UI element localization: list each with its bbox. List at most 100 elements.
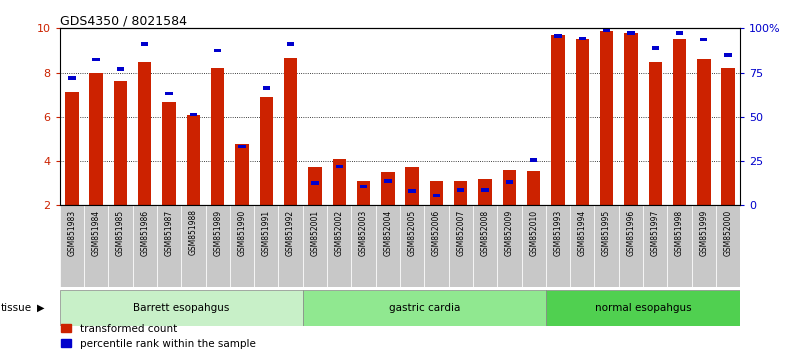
Text: GSM852001: GSM852001 [310, 209, 319, 256]
Text: GSM851993: GSM851993 [553, 209, 563, 256]
Text: GSM851997: GSM851997 [650, 209, 660, 256]
Bar [308, 167, 322, 205]
Bar [302, 290, 546, 326]
Bar [652, 46, 659, 50]
Bar [692, 205, 716, 287]
Bar [84, 205, 108, 287]
Bar [503, 170, 516, 205]
Bar [141, 42, 148, 46]
Text: GSM851984: GSM851984 [92, 209, 100, 256]
Bar [473, 205, 498, 287]
Bar [205, 205, 230, 287]
Bar [189, 113, 197, 116]
Bar [336, 165, 343, 169]
Bar [333, 159, 346, 205]
Text: GSM852006: GSM852006 [432, 209, 441, 256]
Bar [449, 205, 473, 287]
Bar [236, 144, 248, 205]
Bar [673, 39, 686, 205]
Bar [505, 180, 513, 184]
Bar [643, 205, 667, 287]
Bar [263, 86, 270, 90]
Text: tissue: tissue [1, 303, 32, 313]
Bar [405, 167, 419, 205]
Text: GSM852010: GSM852010 [529, 209, 538, 256]
Text: GSM851988: GSM851988 [189, 209, 198, 255]
Bar [570, 205, 595, 287]
Text: GSM852009: GSM852009 [505, 209, 514, 256]
Bar [214, 49, 221, 52]
Text: GSM851991: GSM851991 [262, 209, 271, 256]
Bar [498, 205, 521, 287]
Bar [133, 205, 157, 287]
Text: GSM851989: GSM851989 [213, 209, 222, 256]
Bar [457, 188, 464, 192]
Bar [676, 31, 683, 35]
Bar [287, 42, 295, 46]
Bar [68, 76, 76, 80]
Text: GDS4350 / 8021584: GDS4350 / 8021584 [60, 14, 187, 27]
Bar [351, 205, 376, 287]
Text: GSM851995: GSM851995 [602, 209, 611, 256]
Bar [238, 145, 246, 148]
Text: gastric cardia: gastric cardia [388, 303, 460, 313]
Bar [166, 92, 173, 95]
Bar [327, 205, 351, 287]
Bar [60, 290, 302, 326]
Bar [603, 29, 611, 32]
Bar [187, 115, 200, 205]
Text: GSM852003: GSM852003 [359, 209, 368, 256]
Text: GSM851987: GSM851987 [165, 209, 174, 256]
Bar [60, 205, 84, 287]
Text: GSM852000: GSM852000 [724, 209, 732, 256]
Bar [114, 81, 127, 205]
Text: GSM852004: GSM852004 [384, 209, 392, 256]
Bar [433, 194, 440, 197]
Text: GSM852005: GSM852005 [408, 209, 416, 256]
Text: GSM852008: GSM852008 [481, 209, 490, 256]
Bar [259, 97, 273, 205]
Text: GSM852002: GSM852002 [335, 209, 344, 256]
Bar [667, 205, 692, 287]
Bar [360, 185, 367, 188]
Bar [478, 179, 492, 205]
Bar [279, 205, 302, 287]
Bar [700, 38, 708, 41]
Bar [454, 181, 467, 205]
Bar [482, 188, 489, 192]
Bar [724, 53, 732, 57]
Bar [618, 205, 643, 287]
Bar [302, 205, 327, 287]
Text: GSM851999: GSM851999 [700, 209, 708, 256]
Bar [546, 205, 570, 287]
Bar [600, 30, 613, 205]
Bar [424, 205, 449, 287]
Bar [530, 158, 537, 162]
Text: GSM851994: GSM851994 [578, 209, 587, 256]
Bar [311, 181, 318, 185]
Text: GSM851992: GSM851992 [286, 209, 295, 256]
Bar [552, 35, 564, 205]
Text: GSM851985: GSM851985 [116, 209, 125, 256]
Bar [162, 102, 176, 205]
Bar [89, 73, 103, 205]
Bar [138, 62, 151, 205]
Bar [381, 172, 395, 205]
Bar [546, 290, 740, 326]
Bar [181, 205, 205, 287]
Bar [579, 36, 586, 40]
Bar [649, 62, 662, 205]
Bar [65, 92, 79, 205]
Bar [521, 205, 546, 287]
Text: GSM851986: GSM851986 [140, 209, 150, 256]
Bar [716, 205, 740, 287]
Bar [357, 181, 370, 205]
Bar [92, 58, 100, 61]
Bar [384, 179, 392, 183]
Bar [527, 171, 540, 205]
Bar [576, 39, 589, 205]
Text: ▶: ▶ [37, 303, 44, 313]
Text: GSM851996: GSM851996 [626, 209, 635, 256]
Text: GSM852007: GSM852007 [456, 209, 465, 256]
Bar [400, 205, 424, 287]
